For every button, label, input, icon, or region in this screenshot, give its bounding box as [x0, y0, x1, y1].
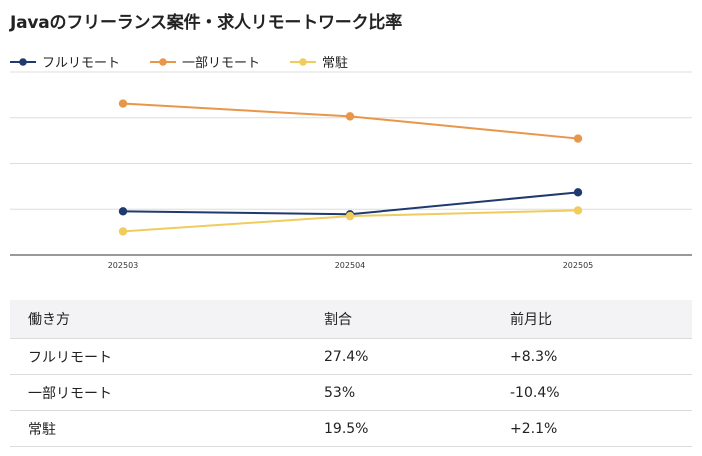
x-tick-label: 202503	[108, 261, 139, 270]
data-point	[118, 207, 128, 216]
legend-swatch-onsite	[290, 57, 317, 66]
table-cell-mom-change: -10.4%	[492, 374, 692, 411]
table-row: フルリモート 27.4% +8.3%	[10, 338, 692, 375]
legend-item-onsite[interactable]: 常駐	[290, 52, 348, 71]
legend-label-onsite: 常駐	[322, 56, 349, 71]
remote-ratio-table: 働き方 割合 前月比 フルリモート 27.4% +8.3% 一部リモート 53%…	[10, 300, 692, 447]
data-point	[118, 99, 128, 108]
legend-label-partial-remote: 一部リモート	[182, 56, 261, 71]
table-row: 常駐 19.5% +2.1%	[10, 410, 692, 447]
chart-legend: フルリモート 一部リモート 常駐	[10, 52, 378, 71]
x-tick-label: 202505	[563, 261, 594, 270]
table-cell-mom-change: +8.3%	[492, 338, 692, 375]
table-header-row: 働き方 割合 前月比	[10, 300, 692, 339]
data-point	[345, 112, 355, 121]
table-cell-ratio: 27.4%	[306, 338, 492, 375]
table-header-work-style: 働き方	[10, 300, 306, 339]
chart-title: Javaのフリーランス案件・求人リモートワーク比率	[10, 13, 403, 33]
legend-item-full-remote[interactable]: フルリモート	[10, 52, 120, 71]
series-line-1	[122, 102, 579, 140]
table-header-ratio: 割合	[306, 300, 492, 339]
table-cell-ratio: 19.5%	[306, 410, 492, 447]
table-row: 一部リモート 53% -10.4%	[10, 374, 692, 411]
legend-swatch-full-remote	[10, 57, 36, 66]
table-cell-work-style: 一部リモート	[10, 374, 306, 411]
table-cell-work-style: フルリモート	[10, 338, 306, 375]
line-chart: 202503 202504 202505	[10, 71, 692, 270]
legend-item-partial-remote[interactable]: 一部リモート	[150, 52, 260, 71]
table-cell-ratio: 53%	[306, 374, 492, 411]
legend-label-full-remote: フルリモート	[42, 56, 121, 71]
table-header-mom-change: 前月比	[492, 300, 692, 339]
data-point	[573, 188, 583, 197]
data-point	[118, 227, 128, 236]
data-point	[573, 206, 583, 215]
table-cell-work-style: 常駐	[10, 410, 306, 447]
data-point	[345, 211, 355, 221]
x-tick-label: 202504	[335, 261, 366, 270]
legend-swatch-partial-remote	[150, 57, 177, 66]
table-cell-mom-change: +2.1%	[492, 410, 692, 447]
data-point	[573, 134, 583, 143]
